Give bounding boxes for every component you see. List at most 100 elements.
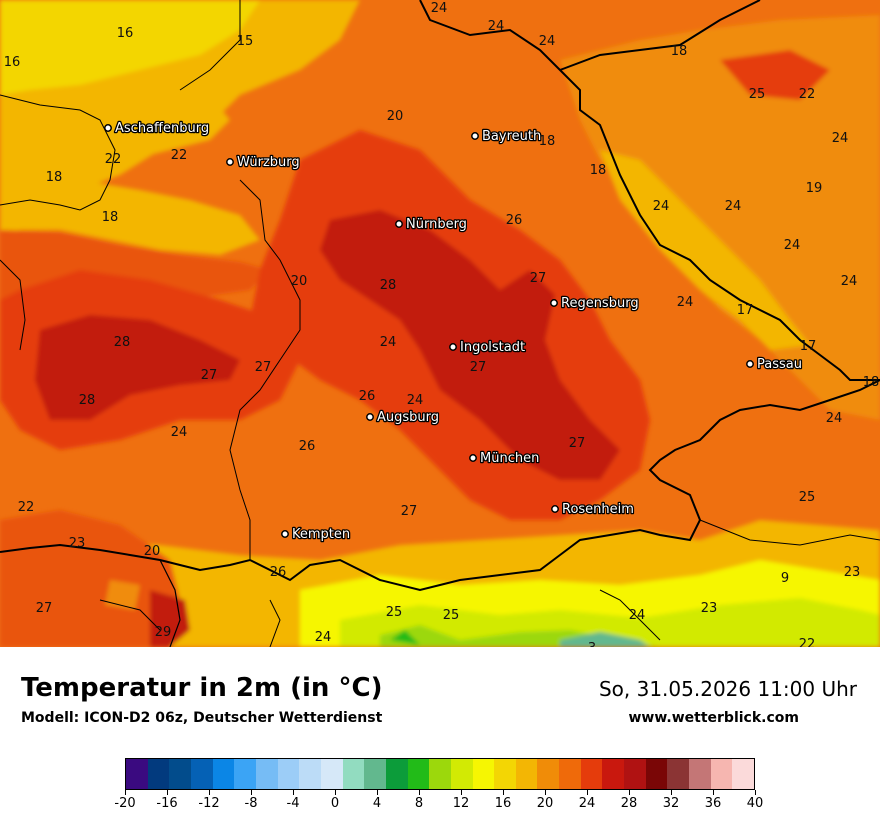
temperature-value: 17 <box>737 303 754 318</box>
map-title: Temperatur in 2m (in °C) <box>21 673 383 703</box>
color-scale-segment <box>429 759 451 789</box>
tick-mark <box>460 790 462 795</box>
temperature-value: 19 <box>806 181 823 196</box>
tick-label: 32 <box>662 796 680 811</box>
tick-label: 12 <box>452 796 470 811</box>
temperature-value: 24 <box>315 630 332 645</box>
city-label: Kempten <box>292 527 350 542</box>
tick-label: 24 <box>578 796 596 811</box>
city-dot <box>746 360 754 368</box>
color-scale-segment <box>580 759 603 789</box>
website-link[interactable]: www.wetterblick.com <box>628 710 800 726</box>
temperature-value: 27 <box>401 504 418 519</box>
temperature-value: 22 <box>799 87 816 102</box>
temperature-value: 24 <box>677 295 694 310</box>
country-borders <box>0 0 880 647</box>
temperature-value: 25 <box>443 608 460 623</box>
color-scale-ticks: -20 -16 -12 -8 -4 0 4 8 12 16 20 24 28 32 36 40 <box>114 790 763 820</box>
tick-mark <box>208 790 210 795</box>
tick-mark <box>544 790 546 795</box>
temperature-value: 27 <box>569 436 586 451</box>
tick-label: -16 <box>156 796 178 811</box>
color-scale-segment <box>645 759 668 789</box>
model-info: Modell: ICON-D2 06z, Deutscher Wetterdie… <box>21 710 383 726</box>
tick-label: -12 <box>198 796 220 811</box>
color-scale-segment <box>407 759 430 789</box>
color-scale-segment <box>689 759 711 789</box>
city-label: Ingolstadt <box>460 340 525 355</box>
color-scale-segment <box>234 759 256 789</box>
color-scale-segment <box>364 759 386 789</box>
temperature-value: 22 <box>18 500 35 515</box>
city-dot <box>104 124 112 132</box>
temperature-value: 22 <box>171 148 188 163</box>
footer-panel: Temperatur in 2m (in °C) Modell: ICON-D2… <box>0 647 880 830</box>
temperature-value: 24 <box>841 274 858 289</box>
temperature-value: 23 <box>844 565 861 580</box>
tick-mark <box>754 790 756 795</box>
temperature-value: 26 <box>270 565 287 580</box>
color-scale-segment <box>320 759 343 789</box>
city-label: Würzburg <box>237 155 300 170</box>
tick-mark <box>418 790 420 795</box>
tick-label: 8 <box>414 796 424 811</box>
color-scale-segment <box>732 759 755 789</box>
temperature-value: 24 <box>407 393 424 408</box>
city-label: Rosenheim <box>562 502 634 517</box>
temperature-value: 24 <box>488 19 505 34</box>
temperature-value: 28 <box>79 393 96 408</box>
tick-label: 28 <box>620 796 638 811</box>
city-dot <box>550 299 558 307</box>
city-dot <box>469 454 477 462</box>
temperature-values: 24 24 24 16 15 16 18 25 22 20 18 24 22 22 18 18 19 24 24 18… <box>4 1 880 647</box>
tick-mark <box>670 790 672 795</box>
temperature-value: 15 <box>237 34 254 49</box>
city-marker: Würzburg <box>226 154 301 171</box>
temperature-value: 9 <box>781 571 789 586</box>
temperature-value: 24 <box>653 199 670 214</box>
color-scale-segment <box>537 759 560 789</box>
tick-label: 20 <box>536 796 554 811</box>
color-scale-segment <box>450 759 473 789</box>
temperature-value: 16 <box>117 26 134 41</box>
temperature-value: 28 <box>380 278 397 293</box>
tick-label: 36 <box>704 796 722 811</box>
color-scale-segment <box>667 759 690 789</box>
color-scale-segment <box>190 759 213 789</box>
temperature-value: 24 <box>539 34 556 49</box>
color-scale-segment <box>385 759 408 789</box>
temperature-value: 27 <box>201 368 218 383</box>
city-marker: Ingolstadt <box>449 339 526 356</box>
temperature-value: 24 <box>431 1 448 16</box>
tick-mark <box>376 790 378 795</box>
tick-label: -8 <box>244 796 258 811</box>
city-dot <box>226 158 234 166</box>
temperature-value: 18 <box>671 44 688 59</box>
temperature-value: 18 <box>102 210 119 225</box>
temperature-value: 27 <box>530 271 547 286</box>
temperature-value: 17 <box>800 339 817 354</box>
temperature-value: 22 <box>799 637 816 647</box>
city-marker: Passau <box>746 356 803 373</box>
temperature-value: 29 <box>155 625 172 640</box>
city-label: Bayreuth <box>482 129 541 144</box>
color-scale-segment <box>277 759 300 789</box>
color-scale-segment <box>255 759 278 789</box>
tick-label: -4 <box>286 796 300 811</box>
color-scale-segment <box>559 759 581 789</box>
temperature-value: 25 <box>386 605 403 620</box>
temperature-value: 24 <box>784 238 801 253</box>
temperature-value: 27 <box>255 360 272 375</box>
color-scale-segment <box>169 759 191 789</box>
tick-mark <box>628 790 630 795</box>
temperature-value: 24 <box>832 131 849 146</box>
city-dot <box>281 530 289 538</box>
temperature-value: 25 <box>799 490 816 505</box>
city-marker: Bayreuth <box>471 128 543 145</box>
color-scale-segment <box>472 759 495 789</box>
temperature-value: 3 <box>588 641 596 647</box>
temperature-value: 24 <box>380 335 397 350</box>
tick-mark <box>124 790 126 795</box>
city-label: Nürnberg <box>406 217 467 232</box>
temperature-value: 22 <box>105 152 122 167</box>
